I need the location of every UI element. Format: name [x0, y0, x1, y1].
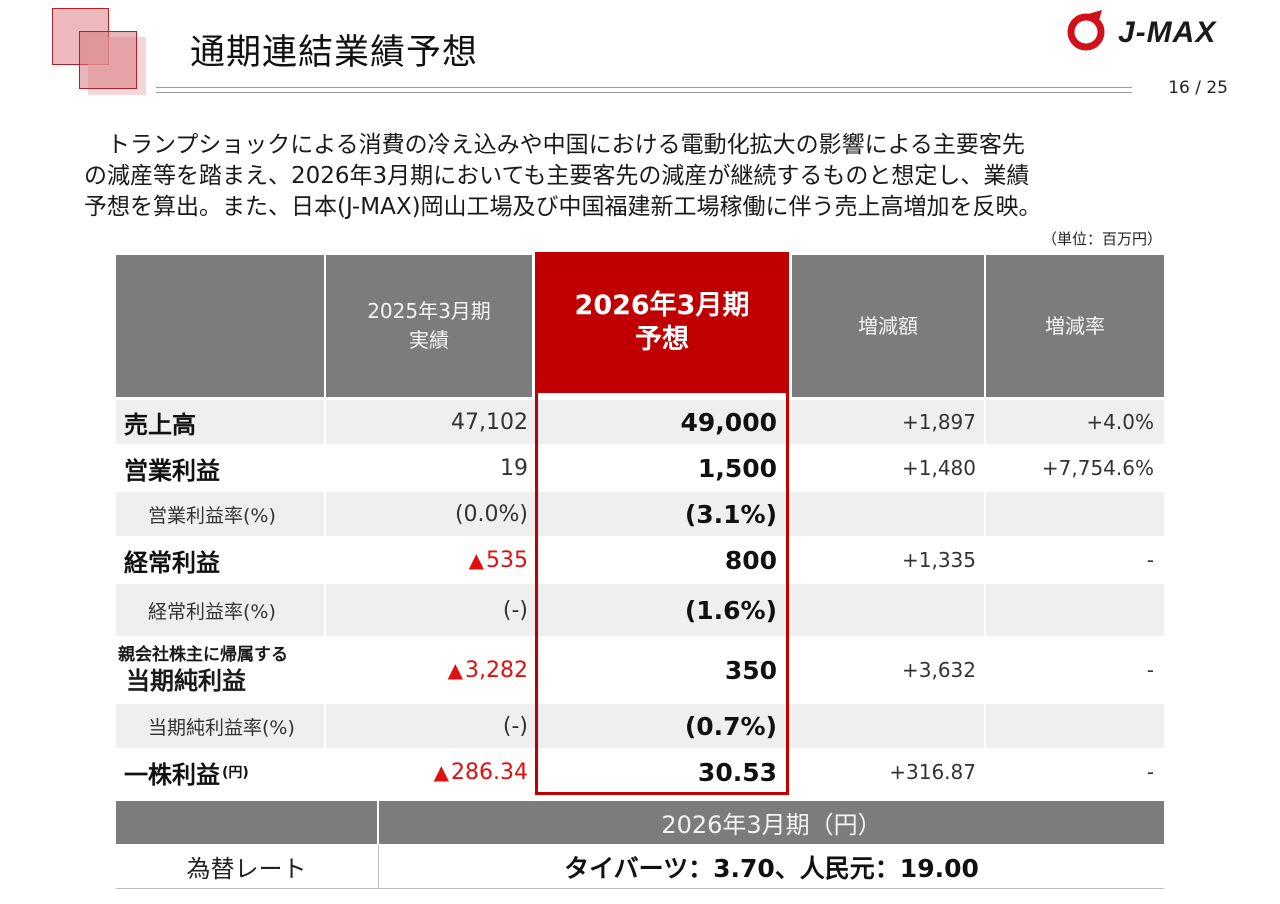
- negative-triangle-icon: ▲: [447, 658, 464, 682]
- forecast-value: 1,500: [697, 453, 777, 483]
- prev-value: (-): [502, 713, 528, 739]
- forecast-value: 30.53: [697, 757, 777, 787]
- fx-header-blank: [116, 801, 377, 844]
- row-label: 当期純利益率(%): [148, 716, 295, 739]
- change-value: +3,632: [901, 658, 976, 682]
- rate-value: [986, 704, 1154, 748]
- forecast-value: (0.7%): [684, 711, 777, 741]
- page-number: 16 / 25: [1168, 78, 1228, 98]
- forecast-value: 49,000: [680, 407, 777, 437]
- forecast-value: (1.6%): [684, 595, 777, 625]
- header-divider: [156, 92, 1132, 93]
- fx-header: 2026年3月期（円）: [379, 801, 1164, 844]
- intro-paragraph: トランプショックによる消費の冷え込みや中国における電動化拡大の影響による主要客先…: [84, 130, 1194, 223]
- row-label: 経常利益率(%): [148, 600, 276, 623]
- header-decoration-square: [79, 31, 137, 89]
- change-value: +316.87: [889, 760, 976, 784]
- change-value: [792, 492, 976, 536]
- intro-line: トランプショックによる消費の冷え込みや中国における電動化拡大の影響による主要客先: [84, 132, 1025, 158]
- forecast-value: 800: [724, 545, 777, 575]
- table-row: 一株利益 (円) ▲ 286.34 30.53 +316.87 -: [116, 750, 1164, 794]
- header-divider: [156, 87, 1132, 88]
- rate-value: [986, 584, 1154, 636]
- header-cell-rate: 増減率: [986, 255, 1164, 397]
- page-title: 通期連結業績予想: [190, 33, 479, 73]
- header-cell-change: 増減額: [792, 255, 984, 397]
- unit-note: （単位：百万円）: [1041, 230, 1162, 248]
- rate-value: -: [1146, 760, 1154, 784]
- intro-line: 予想を算出。また、日本(J-MAX)岡山工場及び中国福建新工場稼働に伴う売上高増…: [84, 194, 1042, 220]
- rate-value: -: [1146, 548, 1154, 572]
- fx-row: 為替レート タイバーツ：3.70、人民元：19.00: [116, 845, 1164, 889]
- negative-triangle-icon: ▲: [468, 548, 484, 572]
- company-logo-text: J-MAX: [1118, 16, 1217, 49]
- rate-value: [986, 492, 1154, 536]
- prev-value: (0.0%): [454, 501, 528, 527]
- header-cell-forecast: 2026年3月期 予想: [535, 253, 789, 393]
- table-row: 売上高 47,102 49,000 +1,897 +4.0%: [116, 400, 1164, 444]
- rate-value: -: [1146, 658, 1154, 682]
- table-row: 営業利益 19 1,500 +1,480 +7,754.6%: [116, 446, 1164, 490]
- forecast-value: 350: [724, 655, 777, 685]
- header-cell-blank: [116, 255, 324, 397]
- intro-line: の減産等を踏まえ、2026年3月期においても主要客先の減産が継続するものと想定し…: [84, 163, 1030, 189]
- prev-value: 19: [500, 455, 528, 481]
- table-row: 経常利益 ▲ 535 800 +1,335 -: [116, 538, 1164, 582]
- prev-value: ▲ 286.34: [433, 759, 528, 785]
- row-label: 一株利益 (円): [124, 760, 249, 789]
- change-value: +1,480: [901, 456, 976, 480]
- rate-value: +7,754.6%: [1041, 456, 1154, 480]
- negative-triangle-icon: ▲: [433, 760, 450, 784]
- row-label: 営業利益: [124, 456, 220, 485]
- table-row: 営業利益率(%) (0.0%) (3.1%): [116, 492, 1164, 536]
- rate-value: +4.0%: [1086, 410, 1154, 434]
- prev-value: 47,102: [451, 409, 528, 435]
- row-label: 売上高: [124, 410, 196, 439]
- row-label: 経常利益: [124, 548, 220, 577]
- fx-divider: [378, 845, 379, 888]
- change-value: +1,897: [901, 410, 976, 434]
- table-row: 親会社株主に帰属する 当期純利益 ▲ 3,282 350 +3,632 -: [116, 638, 1164, 702]
- fx-label: 為替レート: [186, 855, 307, 883]
- change-value: +1,335: [901, 548, 976, 572]
- row-label: 営業利益率(%): [148, 504, 276, 527]
- table-row: 当期純利益率(%) (-) (0.7%): [116, 704, 1164, 748]
- change-value: [792, 704, 976, 748]
- row-label: 親会社株主に帰属する 当期純利益: [118, 645, 288, 695]
- prev-value: ▲ 535: [468, 547, 528, 573]
- prev-value: ▲ 3,282: [447, 657, 528, 683]
- forecast-value: (3.1%): [684, 499, 777, 529]
- header-cell-prev-year: 2025年3月期 実績: [326, 255, 532, 397]
- fx-value: タイバーツ：3.70、人民元：19.00: [564, 853, 979, 883]
- table-row: 経常利益率(%) (-) (1.6%): [116, 584, 1164, 636]
- company-logo-icon: [1067, 10, 1105, 51]
- prev-value: (-): [502, 597, 528, 623]
- change-value: [792, 584, 976, 636]
